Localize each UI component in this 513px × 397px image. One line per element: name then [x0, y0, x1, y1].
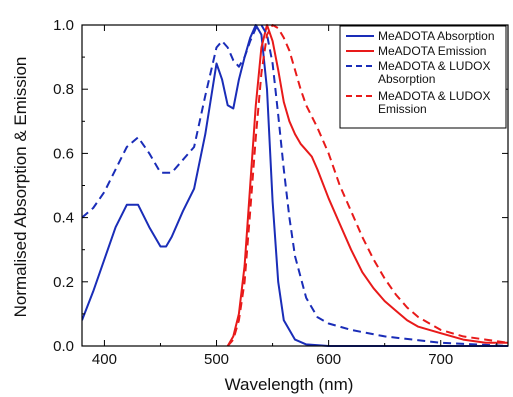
legend-label: MeADOTA & LUDOX [378, 89, 490, 103]
series-line-meadota-and-ludox-absorption [82, 24, 508, 347]
axes: 400 500 600 700 0.0 0.2 0.4 0.6 0.8 1.0 [53, 17, 509, 368]
x-axis-label: Wavelength (nm) [225, 375, 354, 394]
y-axis-label: Normalised Absorption & Emission [11, 57, 30, 318]
legend-label: Emission [378, 102, 427, 116]
y-tick-label: 0.8 [53, 81, 74, 98]
y-tick-label: 1.0 [53, 17, 74, 34]
series-layer [82, 24, 508, 347]
y-tick-label: 0.2 [53, 274, 74, 291]
series-line-meadota-emission [226, 24, 508, 347]
x-tick-label: 500 [204, 351, 229, 368]
y-tick-label: 0.4 [53, 210, 74, 227]
y-tick-label: 0.6 [53, 145, 74, 162]
legend-label: MeADOTA & LUDOX [378, 59, 490, 73]
legend-box [339, 25, 507, 129]
x-tick-label: 700 [428, 351, 453, 368]
x-tick-label: 600 [316, 351, 341, 368]
y-tick-label: 0.0 [53, 338, 74, 355]
legend-label: Absorption [378, 72, 435, 86]
legend-label: MeADOTA Absorption [378, 29, 495, 43]
x-tick-label: 400 [92, 351, 117, 368]
series-line-meadota-and-ludox-emission [226, 24, 508, 347]
legend-label: MeADOTA Emission [378, 44, 486, 58]
series-group [82, 24, 508, 347]
series-line-meadota-absorption [82, 24, 508, 347]
